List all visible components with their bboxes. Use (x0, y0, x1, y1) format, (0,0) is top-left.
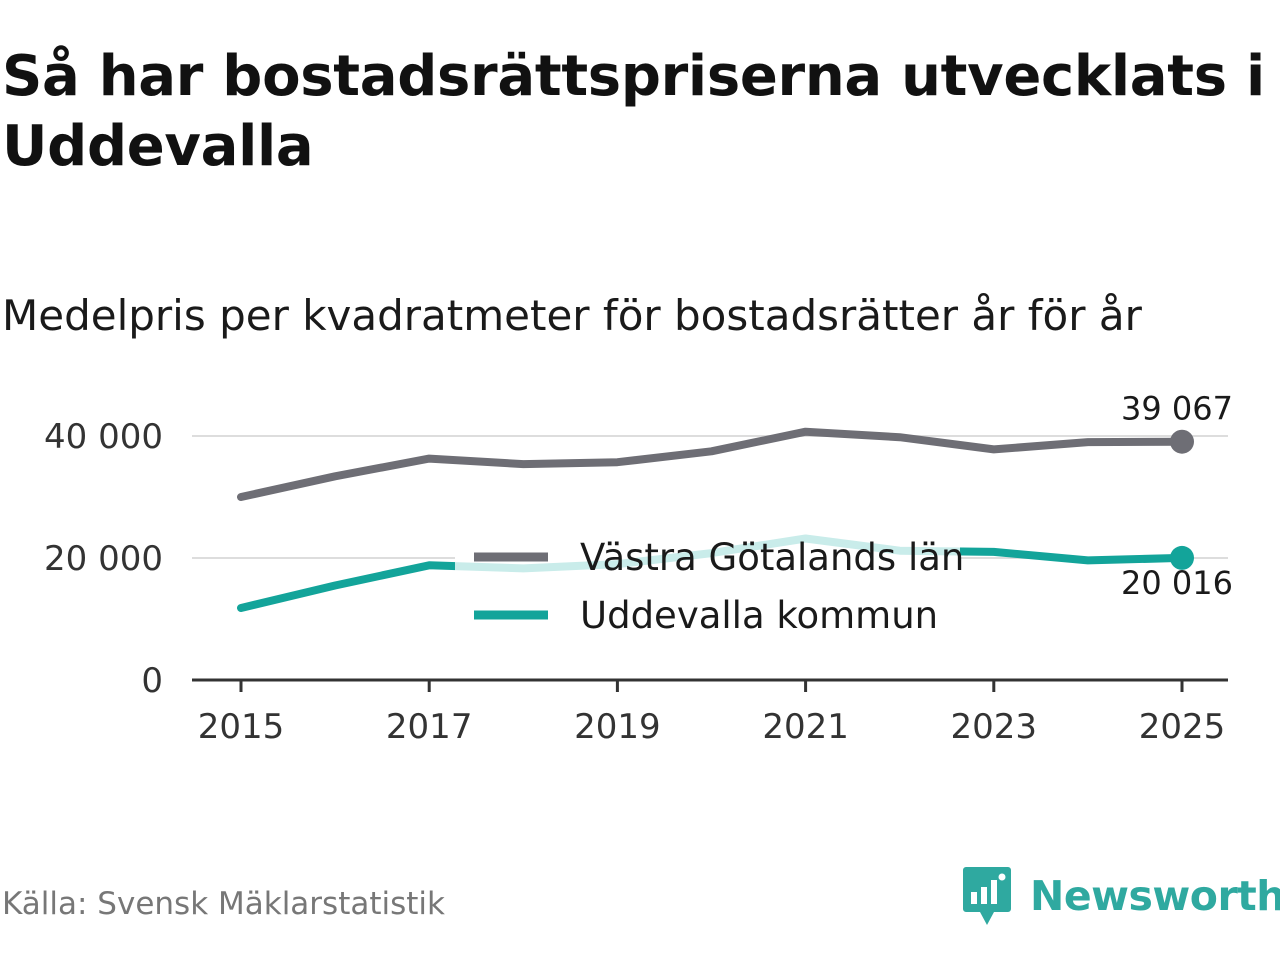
y-tick-label: 0 (141, 661, 163, 701)
newsworthy-logo-icon (963, 867, 1011, 925)
y-tick-label: 20 000 (44, 539, 163, 579)
x-tick-label: 2019 (574, 707, 661, 747)
x-tick-label: 2017 (386, 707, 473, 747)
legend-label-1: Västra Götalands län (580, 536, 964, 579)
series-line-2-faded (455, 534, 960, 573)
series-end-label-1: 39 067 (1121, 390, 1233, 428)
x-tick-label: 2021 (762, 707, 849, 747)
series-line-1 (237, 427, 1186, 501)
newsworthy-logo: Newsworthy (962, 864, 1280, 928)
chart-subtitle: Medelpris per kvadratmeter för bostadsrä… (2, 291, 1142, 340)
source-note: Källa: Svensk Mäklarstatistik (2, 886, 445, 922)
series-end-label-2: 20 016 (1121, 564, 1233, 602)
series-end-marker-1 (1170, 429, 1194, 454)
legend-label-2: Uddevalla kommun (580, 594, 938, 637)
series-end-marker-2 (1170, 545, 1194, 570)
chart-title: Så har bostadsrättspriserna utvecklats i… (2, 44, 1265, 179)
x-tick-label: 2023 (951, 707, 1038, 747)
x-tick-label: 2015 (198, 707, 285, 747)
y-tick-label: 40 000 (44, 417, 163, 457)
brand-name: Newsworthy (1030, 872, 1280, 920)
x-tick-label: 2025 (1139, 707, 1226, 747)
